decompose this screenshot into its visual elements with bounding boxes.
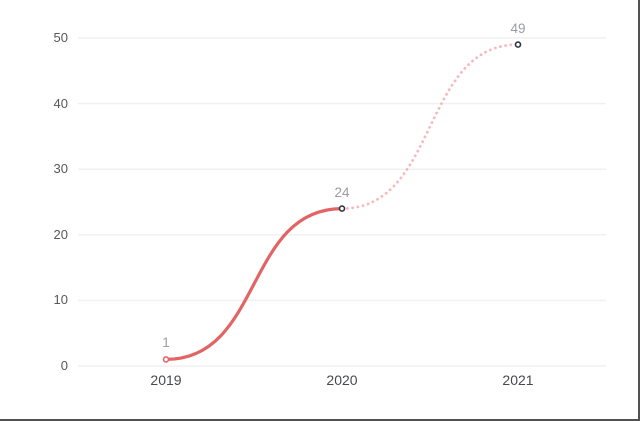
y-axis-tick-label: 50 xyxy=(53,30,68,45)
y-axis-tick-label: 30 xyxy=(53,161,68,177)
data-point-label: 1 xyxy=(162,335,170,351)
y-axis-tick-label: 20 xyxy=(53,226,68,242)
x-axis-tick-label: 2021 xyxy=(502,372,534,388)
data-point-label: 49 xyxy=(510,20,526,36)
x-axis-tick-label: 2020 xyxy=(326,372,358,388)
y-axis-tick-label: 10 xyxy=(53,292,68,308)
y-axis-tick-label: 0 xyxy=(60,358,68,373)
data-point-label: 24 xyxy=(334,184,350,200)
x-axis-tick-label: 2019 xyxy=(150,372,182,388)
y-axis-tick-label: 40 xyxy=(53,95,68,111)
